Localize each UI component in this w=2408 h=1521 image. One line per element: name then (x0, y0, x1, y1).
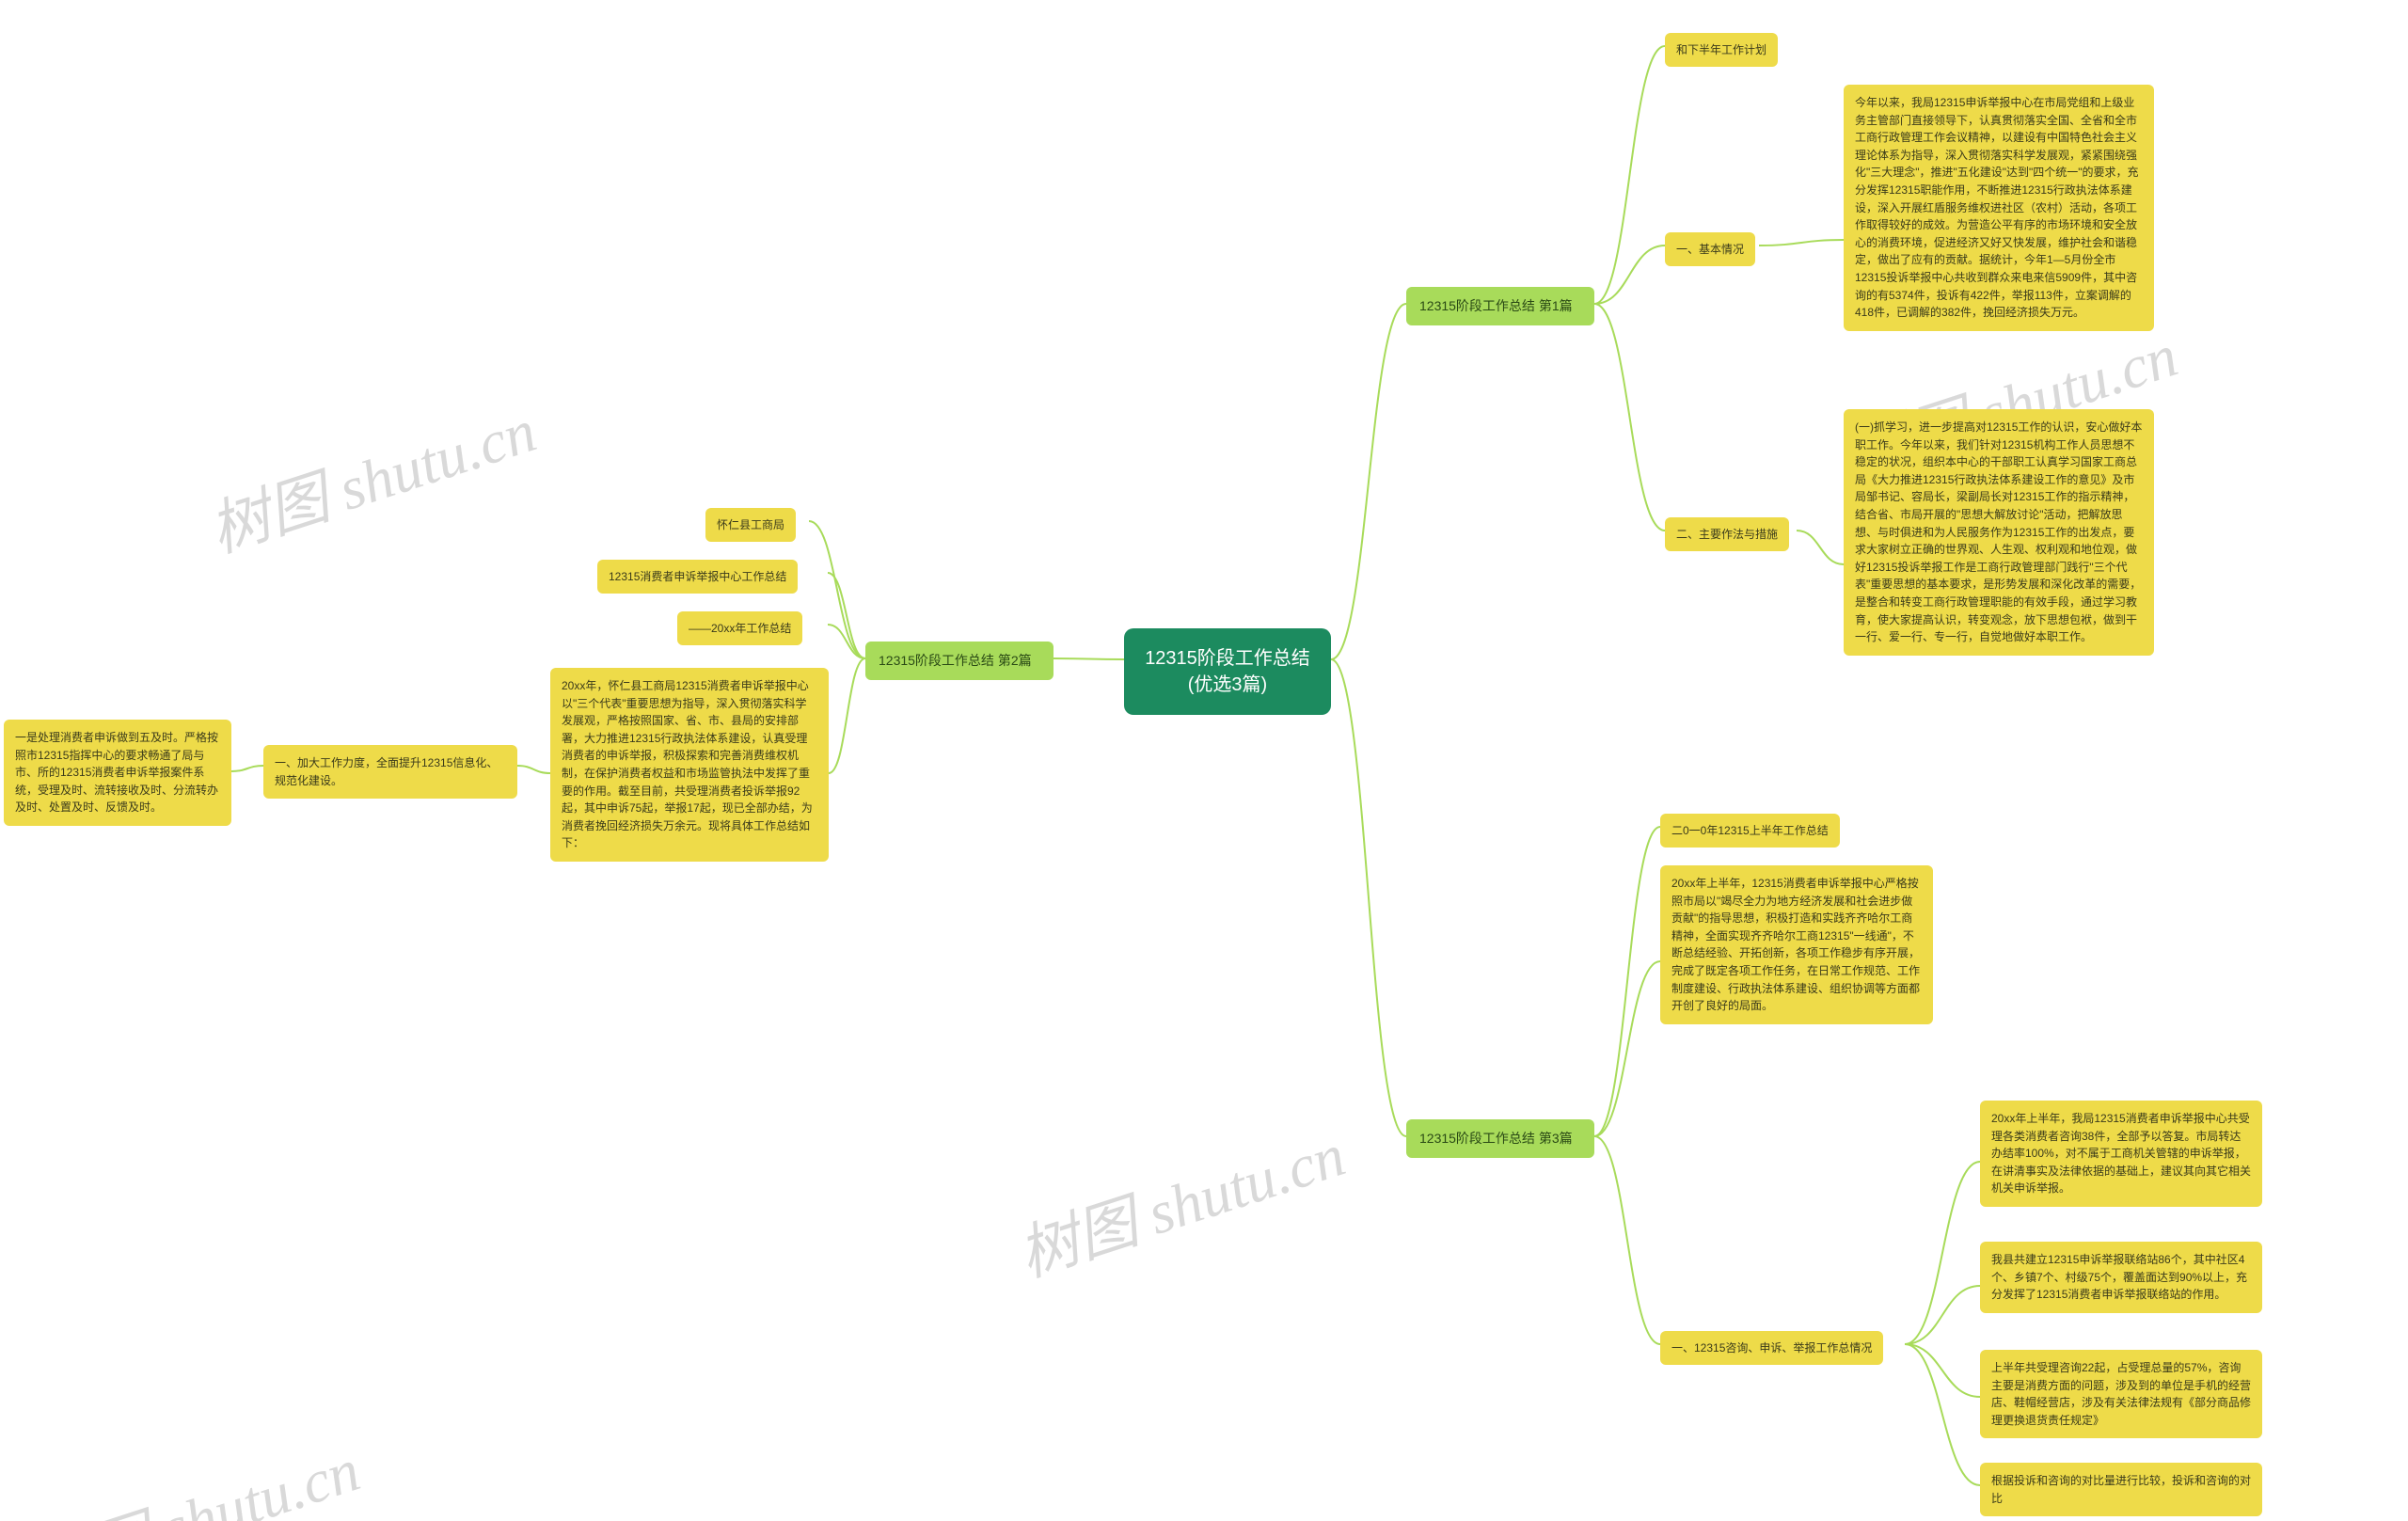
b1-child-methods[interactable]: 二、主要作法与措施 (1665, 517, 1789, 551)
b2-child-detail[interactable]: 20xx年，怀仁县工商局12315消费者申诉举报中心以"三个代表"重要思想为指导… (550, 668, 829, 862)
edge (1905, 1162, 1980, 1344)
edge (1331, 304, 1406, 659)
edge (1594, 827, 1660, 1136)
branch-1[interactable]: 12315阶段工作总结 第1篇 (1406, 287, 1594, 325)
b1-child-basic[interactable]: 一、基本情况 (1665, 232, 1755, 266)
edge (1905, 1286, 1980, 1344)
b1-methods-detail[interactable]: (一)抓学习，进一步提高对12315工作的认识，安心做好本职工作。今年以来，我们… (1844, 409, 2154, 656)
edge (1759, 240, 1844, 246)
b3-consult-c[interactable]: 上半年共受理咨询22起，占受理总量的57%，咨询主要是消费方面的问题，涉及到的单… (1980, 1350, 2262, 1438)
edge (1594, 1136, 1660, 1344)
edge (231, 766, 263, 771)
b2-child-bureau[interactable]: 怀仁县工商局 (705, 508, 796, 542)
watermark: 树图 shutu.cn (198, 383, 546, 569)
b3-consult-d[interactable]: 根据投诉和咨询的对比量进行比较，投诉和咨询的对比 (1980, 1463, 2262, 1516)
branch-2[interactable]: 12315阶段工作总结 第2篇 (865, 642, 1054, 680)
branch-3[interactable]: 12315阶段工作总结 第3篇 (1406, 1119, 1594, 1158)
edge (1594, 961, 1660, 1136)
edge (1594, 46, 1665, 304)
root-node[interactable]: 12315阶段工作总结(优选3篇) (1124, 628, 1331, 715)
b3-child-title[interactable]: 二0一0年12315上半年工作总结 (1660, 814, 1840, 848)
edge (829, 658, 865, 773)
b2-effort[interactable]: 一、加大工作力度，全面提升12315信息化、规范化建设。 (263, 745, 517, 799)
edge (1905, 1344, 1980, 1485)
edge (1594, 246, 1665, 304)
edge (1054, 658, 1124, 659)
edge (809, 521, 865, 658)
b2-effort-detail[interactable]: 一是处理消费者申诉做到五及时。严格按照市12315指挥中心的要求畅通了局与市、所… (4, 720, 231, 826)
edge (517, 766, 550, 773)
b2-child-year[interactable]: ——20xx年工作总结 (677, 611, 802, 645)
edge (1594, 304, 1665, 531)
b3-child-summary[interactable]: 20xx年上半年，12315消费者申诉举报中心严格按照市局以"竭尽全力为地方经济… (1660, 865, 1933, 1024)
edge (1797, 531, 1844, 564)
b1-basic-detail[interactable]: 今年以来，我局12315申诉举报中心在市局党组和上级业务主管部门直接领导下，认真… (1844, 85, 2154, 331)
b3-consult-a[interactable]: 20xx年上半年，我局12315消费者申诉举报中心共受理各类消费者咨询38件，全… (1980, 1101, 2262, 1207)
watermark: 树图 shutu.cn (1006, 1107, 1354, 1293)
edge (1905, 1344, 1980, 1397)
edge (1331, 659, 1406, 1136)
b3-consult-b[interactable]: 我县共建立12315申诉举报联络站86个，其中社区4个、乡镇7个、村级75个，覆… (1980, 1242, 2262, 1313)
b1-child-plan[interactable]: 和下半年工作计划 (1665, 33, 1778, 67)
watermark: 图 shutu.cn (78, 1422, 369, 1521)
b3-child-consult[interactable]: 一、12315咨询、申诉、举报工作总情况 (1660, 1331, 1883, 1365)
b2-child-center[interactable]: 12315消费者申诉举报中心工作总结 (597, 560, 798, 594)
edge (828, 573, 865, 658)
edge (828, 625, 865, 658)
